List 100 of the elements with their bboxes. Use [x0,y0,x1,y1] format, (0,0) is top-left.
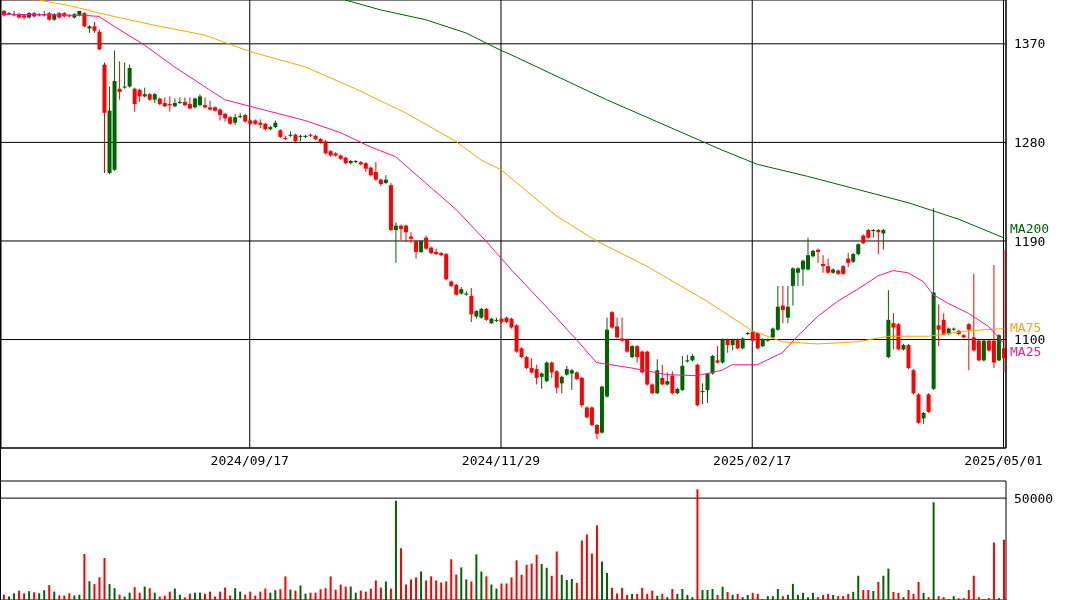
bar [520,574,523,600]
candlestick [976,339,981,362]
bar [701,590,704,600]
bar [204,593,206,600]
bar [817,597,820,600]
bar [88,581,91,600]
candlestick [720,337,725,365]
bar [329,576,332,600]
bar [676,593,679,600]
bar [585,534,588,600]
candlestick [655,358,660,395]
bar [731,594,734,600]
bar [847,593,850,600]
bar [852,591,855,600]
bar [319,589,322,600]
bar [716,594,719,600]
candlestick [589,405,594,427]
bar [58,595,61,600]
bar [264,588,267,600]
bar [475,554,478,600]
candlestick [700,382,705,405]
bar [209,591,212,600]
bar [671,589,674,600]
bar [897,592,900,600]
bar [259,591,262,600]
bar [696,489,699,600]
bar [480,571,483,600]
candlestick [383,174,388,185]
bar [148,588,151,600]
bar [430,576,433,600]
bar [425,580,428,600]
bar [611,587,614,600]
bar [198,592,201,600]
bar [108,584,111,600]
bar [771,596,774,600]
bar [706,590,709,600]
series-label: MA75 [1010,319,1042,335]
bar [234,588,237,600]
bar [560,574,563,600]
candlestick [966,322,971,371]
bar [53,591,56,600]
bar [173,588,176,600]
bar [269,592,272,600]
bar [812,592,815,600]
bar [801,592,804,600]
bar [33,592,36,600]
bar [540,563,543,600]
bar [570,579,573,600]
bar [410,579,413,600]
bar [967,590,970,600]
bar [862,590,865,600]
bar [168,591,171,600]
bar [756,593,759,600]
bar [324,588,327,600]
bar [13,593,16,600]
bar [219,591,222,600]
candlestick [785,285,790,324]
bar [626,594,629,600]
candlestick [177,96,182,105]
bar [465,579,468,600]
bar [661,593,664,600]
candlestick [208,100,213,112]
bar [952,596,955,600]
bar [807,597,809,600]
bar [606,572,608,600]
bar [892,592,895,600]
bar [23,593,26,600]
bar [83,553,86,600]
bar [595,525,598,600]
bar [43,590,46,600]
bar [711,589,714,600]
bar [68,593,71,600]
bar [284,576,287,600]
candlestick [414,239,419,259]
candlestick [881,228,886,251]
bar [867,590,870,600]
candlestick [373,161,378,182]
bar [249,591,252,600]
bar [837,596,840,600]
bar [646,593,649,600]
bar [621,587,624,600]
bar [666,597,669,600]
bar [274,590,277,600]
bar [178,594,181,600]
bar [751,592,754,600]
bar [565,580,568,600]
candlestick [127,64,132,89]
candlestick [926,392,931,414]
bar [128,592,131,600]
bar [580,540,583,600]
candlestick [288,130,293,138]
bar [369,588,372,600]
bar [746,594,749,600]
bar [389,588,392,600]
candlestick [765,337,770,343]
candlestick [660,364,665,387]
candlestick [981,339,986,362]
bar [399,548,402,600]
bar [38,593,41,600]
x-tick-label: 2025/02/17 [713,453,792,469]
